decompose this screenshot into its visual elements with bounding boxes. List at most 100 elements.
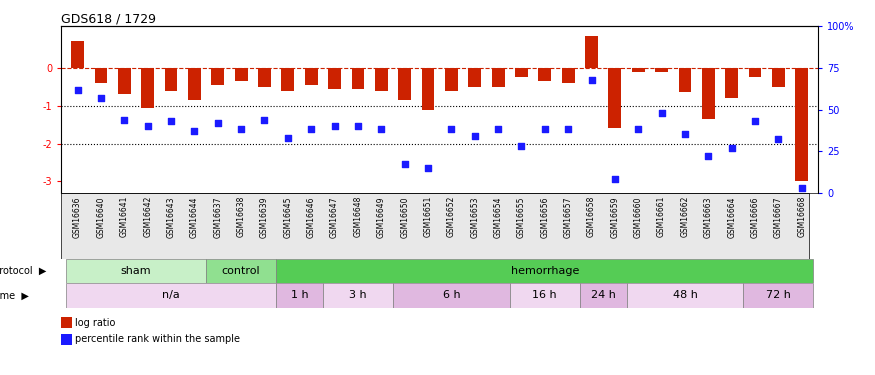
- Text: protocol  ▶: protocol ▶: [0, 266, 46, 276]
- Bar: [655, 68, 668, 72]
- Text: GSM16652: GSM16652: [447, 196, 456, 237]
- Bar: [282, 68, 294, 91]
- Bar: [510, 284, 580, 308]
- Text: GSM16650: GSM16650: [400, 196, 410, 238]
- Bar: [632, 68, 645, 72]
- Bar: [562, 68, 575, 83]
- Text: GSM16649: GSM16649: [377, 196, 386, 238]
- Point: [94, 95, 108, 101]
- Bar: [585, 36, 598, 68]
- Point: [374, 126, 388, 132]
- Text: 72 h: 72 h: [766, 291, 791, 300]
- Text: 1 h: 1 h: [290, 291, 308, 300]
- Point: [281, 135, 295, 141]
- Text: GSM16656: GSM16656: [540, 196, 550, 238]
- Point: [748, 118, 762, 124]
- Bar: [212, 68, 224, 85]
- Bar: [744, 284, 814, 308]
- Bar: [725, 68, 738, 98]
- Point: [304, 126, 318, 132]
- Point: [164, 118, 178, 124]
- Bar: [608, 68, 621, 129]
- Text: GSM16647: GSM16647: [330, 196, 340, 238]
- Bar: [398, 68, 411, 100]
- Text: 16 h: 16 h: [533, 291, 557, 300]
- Bar: [234, 68, 248, 81]
- Text: GSM16637: GSM16637: [214, 196, 222, 238]
- Bar: [626, 284, 744, 308]
- Text: sham: sham: [121, 266, 151, 276]
- Point: [772, 136, 786, 142]
- Text: GSM16645: GSM16645: [284, 196, 292, 238]
- Text: control: control: [221, 266, 261, 276]
- Text: GSM16658: GSM16658: [587, 196, 596, 237]
- Point: [514, 143, 528, 149]
- Point: [631, 126, 645, 132]
- Point: [397, 162, 411, 168]
- Point: [257, 117, 271, 123]
- Point: [71, 87, 85, 93]
- Text: GSM16667: GSM16667: [774, 196, 783, 238]
- Bar: [538, 68, 551, 81]
- Text: n/a: n/a: [162, 291, 180, 300]
- Text: 24 h: 24 h: [591, 291, 616, 300]
- Bar: [323, 284, 393, 308]
- Point: [421, 165, 435, 171]
- Text: GSM16642: GSM16642: [144, 196, 152, 237]
- Point: [561, 126, 575, 132]
- Text: GSM16662: GSM16662: [681, 196, 690, 237]
- Text: GSM16664: GSM16664: [727, 196, 736, 238]
- Text: GSM16653: GSM16653: [470, 196, 480, 238]
- Text: GSM16660: GSM16660: [634, 196, 643, 238]
- Bar: [258, 68, 271, 87]
- Text: GDS618 / 1729: GDS618 / 1729: [61, 12, 157, 25]
- Bar: [352, 68, 364, 89]
- Point: [654, 110, 668, 116]
- Bar: [71, 41, 84, 68]
- Bar: [94, 68, 108, 83]
- Text: GSM16646: GSM16646: [307, 196, 316, 238]
- Bar: [304, 68, 318, 85]
- Text: GSM16643: GSM16643: [166, 196, 176, 238]
- Text: GSM16639: GSM16639: [260, 196, 269, 238]
- Bar: [66, 260, 206, 284]
- Text: GSM16651: GSM16651: [424, 196, 432, 237]
- Point: [468, 133, 482, 139]
- Point: [608, 177, 622, 183]
- Point: [351, 123, 365, 129]
- Point: [187, 128, 201, 134]
- Bar: [772, 68, 785, 87]
- Text: GSM16636: GSM16636: [74, 196, 82, 238]
- Bar: [276, 260, 814, 284]
- Bar: [702, 68, 715, 119]
- Bar: [374, 68, 388, 91]
- Text: GSM16654: GSM16654: [493, 196, 502, 238]
- Bar: [795, 68, 808, 182]
- Text: 3 h: 3 h: [349, 291, 367, 300]
- Point: [234, 126, 248, 132]
- Text: GSM16657: GSM16657: [564, 196, 572, 238]
- Bar: [66, 284, 276, 308]
- Text: GSM16638: GSM16638: [236, 196, 246, 237]
- Point: [141, 123, 155, 129]
- Bar: [678, 68, 691, 93]
- Point: [724, 145, 738, 151]
- Point: [584, 76, 598, 82]
- Point: [538, 126, 552, 132]
- Text: GSM16655: GSM16655: [517, 196, 526, 238]
- Point: [794, 185, 808, 191]
- Bar: [445, 68, 458, 91]
- Point: [678, 132, 692, 138]
- Point: [327, 123, 341, 129]
- Bar: [206, 260, 276, 284]
- Bar: [328, 68, 341, 89]
- Text: GSM16663: GSM16663: [704, 196, 713, 238]
- Text: GSM16648: GSM16648: [354, 196, 362, 237]
- Point: [117, 117, 131, 123]
- Text: GSM16641: GSM16641: [120, 196, 129, 237]
- Point: [211, 120, 225, 126]
- Text: GSM16661: GSM16661: [657, 196, 666, 237]
- Point: [491, 126, 505, 132]
- Text: GSM16640: GSM16640: [96, 196, 106, 238]
- Bar: [276, 284, 323, 308]
